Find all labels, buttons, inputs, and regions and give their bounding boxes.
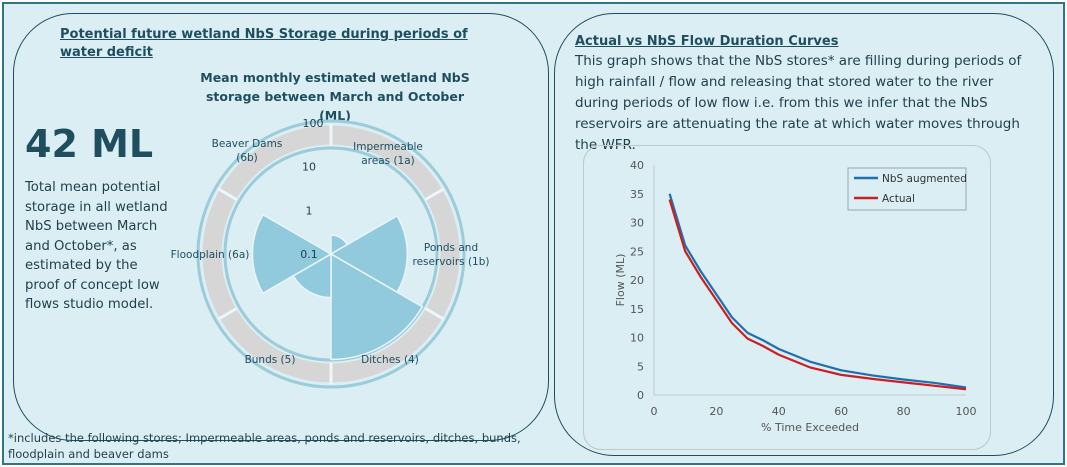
y-tick-label: 35 [630, 188, 644, 201]
y-axis-label: Flow (ML) [614, 254, 627, 307]
y-tick-label: 40 [630, 159, 644, 172]
total-storage-description: Total mean potential storage in all wetl… [25, 180, 168, 312]
y-tick-label: 15 [630, 303, 644, 316]
wedge-3 [292, 252, 332, 299]
x-tick-label: 20 [709, 405, 723, 418]
r-tick-label: 10 [302, 161, 316, 174]
band-divider [217, 307, 238, 321]
polar-chart-title: Mean monthly estimated wetland NbS stora… [200, 70, 470, 123]
outer-ring [196, 119, 466, 389]
right-panel-title: Actual vs NbS Flow Duration Curves [575, 34, 839, 49]
x-tick-label: 0 [651, 405, 658, 418]
wedge-2 [330, 252, 424, 361]
r-tick-label: 100 [303, 117, 324, 130]
r-tick-label: 1 [306, 204, 313, 217]
legend-box [847, 167, 967, 211]
band-divider [424, 307, 445, 321]
left-panel-title: Potential future wetland NbS Storage dur… [60, 27, 468, 60]
x-axis-label: % Time Exceeded [761, 421, 859, 434]
flow-chart-area [583, 145, 991, 450]
band-divider [424, 187, 445, 201]
category-label: Impermeable areas (1a) [353, 141, 423, 167]
legend-label: NbS augmented [882, 173, 967, 185]
y-tick-label: 10 [630, 332, 644, 345]
category-label: Ponds and reservoirs (1b) [412, 242, 489, 268]
series-line-1 [668, 199, 967, 391]
footnote: *includes the following stores; Impermea… [8, 431, 521, 461]
x-tick-label: 60 [834, 405, 848, 418]
y-tick-label: 20 [630, 274, 644, 287]
category-label: Beaver Dams (6b) [212, 138, 283, 164]
r-tick-label: 0.1 [300, 248, 318, 261]
category-label: Floodplain (6a) [171, 249, 250, 261]
x-tick-label: 100 [956, 405, 977, 418]
right-panel-description: This graph shows that the NbS stores* ar… [575, 53, 1022, 153]
series-line-0 [668, 193, 967, 389]
category-label: Ditches (4) [361, 354, 419, 366]
y-tick-label: 30 [630, 217, 644, 230]
total-storage-value: 42 ML [25, 122, 154, 166]
x-tick-label: 40 [772, 405, 786, 418]
y-tick-label: 5 [637, 360, 644, 373]
wedge-4 [251, 213, 333, 295]
y-tick-label: 25 [630, 245, 644, 258]
wedge-1 [329, 214, 409, 294]
category-label: Bunds (5) [245, 354, 296, 366]
legend-label: Actual [882, 193, 915, 205]
y-tick-label: 0 [637, 389, 644, 402]
band-divider [217, 187, 238, 201]
left-panel [13, 13, 549, 441]
right-panel [554, 13, 1054, 456]
x-tick-label: 80 [897, 405, 911, 418]
